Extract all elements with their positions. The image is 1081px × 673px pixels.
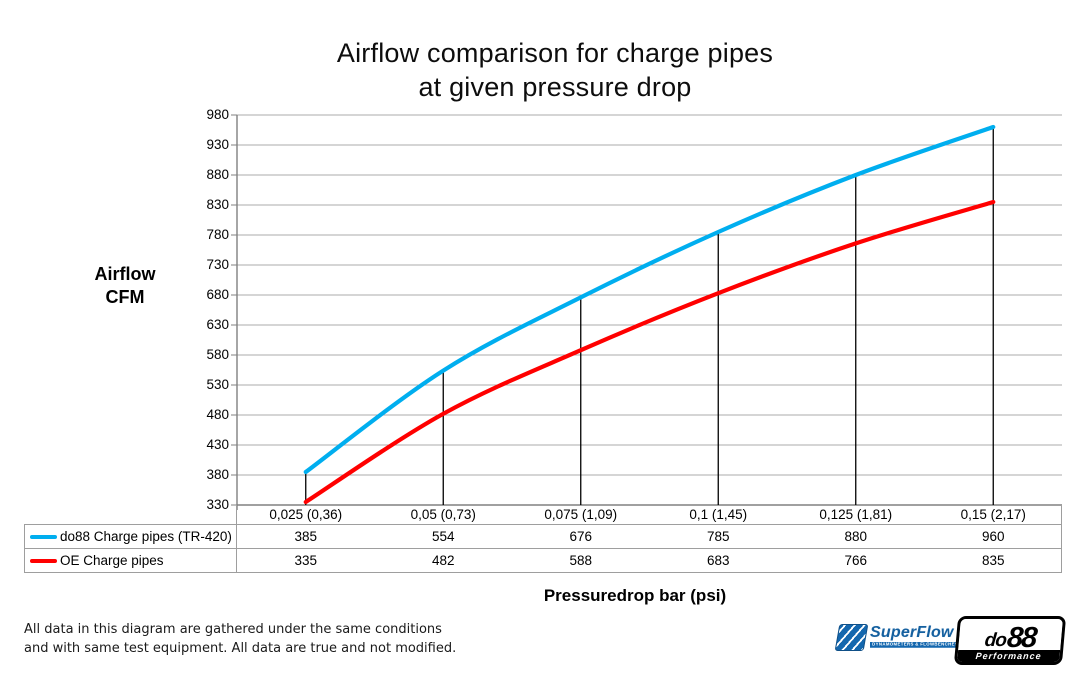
oe-value-cell: 835	[981, 552, 1005, 568]
x-category-label: 0,15 (2,17)	[960, 507, 1026, 522]
y-axis-title-line1: Airflow	[94, 264, 156, 284]
chart-title-line1: Airflow comparison for charge pipes	[336, 38, 774, 68]
footer-note-line1: All data in this diagram are gathered un…	[24, 622, 442, 637]
do88-logo-wordmark: do 88	[958, 619, 1063, 654]
do88-logo-prefix: do	[983, 630, 1007, 651]
table-border-line	[24, 572, 1062, 573]
oe-value-cell: 335	[294, 552, 318, 568]
superflow-logo: SuperFlow DYNAMOMETERS & FLOWBENCHES	[834, 620, 995, 654]
do88-logo: do 88 Performance	[953, 616, 1067, 665]
x-category-label: 0,025 (0,36)	[269, 507, 343, 522]
y-axis-title: Airflow CFM	[55, 263, 195, 309]
legend-row-oe: OE Charge pipes	[25, 549, 235, 572]
y-tick-label: 780	[206, 227, 229, 242]
y-tick-label: 830	[206, 197, 229, 212]
series-line-oe	[303, 199, 996, 505]
footer-note: All data in this diagram are gathered un…	[24, 621, 456, 658]
oe-value-cell: 588	[569, 552, 593, 568]
y-tick-label: 480	[206, 407, 229, 422]
superflow-logo-tagline: DYNAMOMETERS & FLOWBENCHES	[870, 641, 961, 648]
superflow-logo-name: SuperFlow	[870, 623, 954, 641]
do88-value-cell: 385	[294, 528, 318, 544]
do88-value-cell: 785	[706, 528, 730, 544]
y-tick-label: 730	[206, 257, 229, 272]
y-tick-label: 680	[206, 287, 229, 302]
x-axis-title: Pressuredrop bar (psi)	[543, 586, 727, 605]
y-tick-label: 330	[206, 497, 229, 512]
do88-value-cell: 960	[981, 528, 1005, 544]
chart-title-line2: at given pressure drop	[418, 72, 692, 102]
y-tick-label: 880	[206, 167, 229, 182]
oe-value-cell: 766	[844, 552, 868, 568]
do88-value-cell: 880	[844, 528, 868, 544]
table-border-line	[1061, 505, 1062, 573]
oe-value-cell: 482	[431, 552, 455, 568]
superflow-logo-text: SuperFlow DYNAMOMETERS & FLOWBENCHES	[870, 623, 995, 650]
oe-series-label: OE Charge pipes	[60, 553, 164, 568]
do88-series-swatch	[30, 534, 57, 539]
y-tick-label: 980	[206, 107, 229, 122]
do88-logo-tagline: Performance	[957, 650, 1061, 662]
do88-logo-suffix: 88	[1005, 622, 1037, 654]
table-border-line	[236, 505, 237, 573]
y-axis-title-line2: CFM	[105, 287, 145, 307]
do88-series-label: do88 Charge pipes (TR-420)	[60, 529, 232, 544]
do88-value-cell: 676	[569, 528, 593, 544]
y-tick-label: 380	[206, 467, 229, 482]
y-tick-label: 580	[206, 347, 229, 362]
legend-row-do88: do88 Charge pipes (TR-420)	[25, 525, 235, 548]
table-border-line	[24, 524, 1062, 525]
table-border-line	[24, 524, 25, 573]
series2-value-row: 335 482 588 683 766 835	[237, 548, 1062, 572]
y-tick-label: 930	[206, 137, 229, 152]
oe-value-cell: 683	[706, 552, 730, 568]
footer-note-line2: and with same test equipment. All data a…	[24, 640, 457, 656]
do88-value-cell: 554	[431, 528, 455, 544]
x-category-label: 0,125 (1,81)	[819, 507, 893, 522]
y-tick-label: 530	[206, 377, 229, 392]
superflow-swoosh-icon	[834, 623, 869, 651]
x-category-label: 0,1 (1,45)	[689, 507, 748, 522]
y-tick-label: 630	[206, 317, 229, 332]
x-category-label: 0,075 (1,09)	[544, 507, 618, 522]
oe-series-swatch	[30, 558, 57, 563]
series-line-do88	[303, 124, 996, 475]
chart-title: Airflow comparison for charge pipes at g…	[175, 36, 935, 104]
series1-value-row: 385 554 676 785 880 960	[237, 524, 1062, 548]
y-tick-label: 430	[206, 437, 229, 452]
table-border-line	[24, 548, 1062, 549]
x-category-label: 0,05 (0,73)	[410, 507, 476, 522]
x-category-row: 0,025 (0,36) 0,05 (0,73) 0,075 (1,09) 0,1 (…	[237, 505, 1062, 524]
